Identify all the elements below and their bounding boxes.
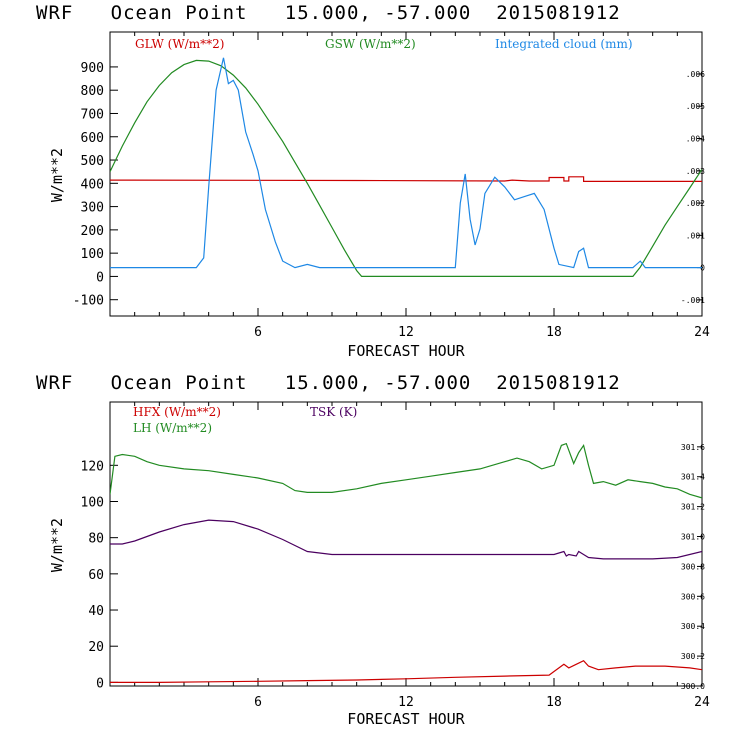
bottom-x-tick-label: 18 [546, 695, 562, 710]
bottom-y2-tick-label: 300.4 [681, 622, 705, 631]
bottom-chart-title: WRF Ocean Point 15.000, -57.000 20150819… [36, 372, 621, 394]
top-y-tick-label: 800 [81, 84, 104, 99]
top-y2-tick-label: 0 [700, 264, 705, 273]
bottom-x-tick-label: 24 [694, 695, 710, 710]
top-x-tick-label: 12 [398, 325, 414, 340]
top-y-tick-label: 600 [81, 131, 104, 146]
bottom-y2-tick-label: 301.0 [681, 533, 705, 542]
top-x-tick-label: 24 [694, 325, 710, 340]
top-legend-item: GSW (W/m**2) [325, 37, 416, 51]
bottom-y-tick-label: 0 [96, 676, 104, 691]
top-y-tick-label: 0 [96, 270, 104, 285]
top-y2-tick-label: .006 [686, 70, 705, 79]
top-y-tick-label: 400 [81, 177, 104, 192]
top-y-axis-title: W/m**2 [48, 148, 66, 202]
top-y2-tick-label: .005 [686, 102, 705, 111]
bottom-legend-item: HFX (W/m**2) [133, 405, 221, 419]
top-legend-item: Integrated cloud (mm) [495, 37, 633, 51]
top-y-tick-label: 500 [81, 154, 104, 169]
top-series-glw-w-m [110, 176, 702, 182]
bottom-y-tick-label: 20 [88, 640, 104, 655]
top-y2-tick-label: .001 [686, 231, 705, 240]
bottom-y2-tick-label: 300.2 [681, 652, 705, 661]
bottom-y2-tick-label: 300.8 [681, 562, 705, 571]
bottom-y2-tick-label: 300.0 [681, 682, 705, 691]
top-y2-tick-label: .002 [686, 199, 705, 208]
top-x-tick-label: 6 [254, 325, 262, 340]
top-y2-tick-label: -.001 [681, 296, 705, 305]
bottom-y-tick-label: 60 [88, 568, 104, 583]
bottom-y-tick-label: 120 [81, 459, 104, 474]
top-y-tick-label: 100 [81, 247, 104, 262]
bottom-y-axis-title: W/m**2 [48, 518, 66, 572]
top-plot-frame [109, 31, 703, 317]
top-y-tick-label: 900 [81, 61, 104, 76]
bottom-x-tick-label: 6 [254, 695, 262, 710]
bottom-series-tsk-k [110, 519, 702, 560]
top-x-axis-title: FORECAST HOUR [347, 342, 465, 360]
bottom-y2-tick-label: 301.2 [681, 503, 705, 512]
bottom-plot-frame [109, 401, 703, 687]
bottom-y-tick-label: 100 [81, 495, 104, 510]
bottom-series-hfx-w-m [110, 659, 702, 684]
top-y-tick-label: 200 [81, 224, 104, 239]
bottom-legend-item: LH (W/m**2) [133, 421, 212, 435]
bottom-x-axis-title: FORECAST HOUR [347, 710, 465, 728]
bottom-y2-tick-label: 300.6 [681, 592, 705, 601]
bottom-series-lh-w-m [110, 442, 702, 499]
bottom-y-tick-label: 80 [88, 532, 104, 547]
top-series-gsw-w-m [110, 59, 702, 277]
top-y2-tick-label: .004 [686, 135, 705, 144]
bottom-x-tick-label: 12 [398, 695, 414, 710]
top-y-tick-label: -100 [73, 294, 104, 309]
top-legend-item: GLW (W/m**2) [135, 37, 224, 51]
top-y-tick-label: 300 [81, 201, 104, 216]
top-x-tick-label: 18 [546, 325, 562, 340]
top-y-tick-label: 700 [81, 107, 104, 122]
bottom-legend-item: TSK (K) [310, 405, 357, 419]
top-chart-title: WRF Ocean Point 15.000, -57.000 20150819… [36, 2, 621, 24]
bottom-y2-tick-label: 301.6 [681, 443, 705, 452]
bottom-y-tick-label: 40 [88, 604, 104, 619]
bottom-y2-tick-label: 301.4 [681, 473, 705, 482]
top-series-integrated-cloud-mm [110, 57, 702, 269]
top-y2-tick-label: .003 [686, 167, 705, 176]
